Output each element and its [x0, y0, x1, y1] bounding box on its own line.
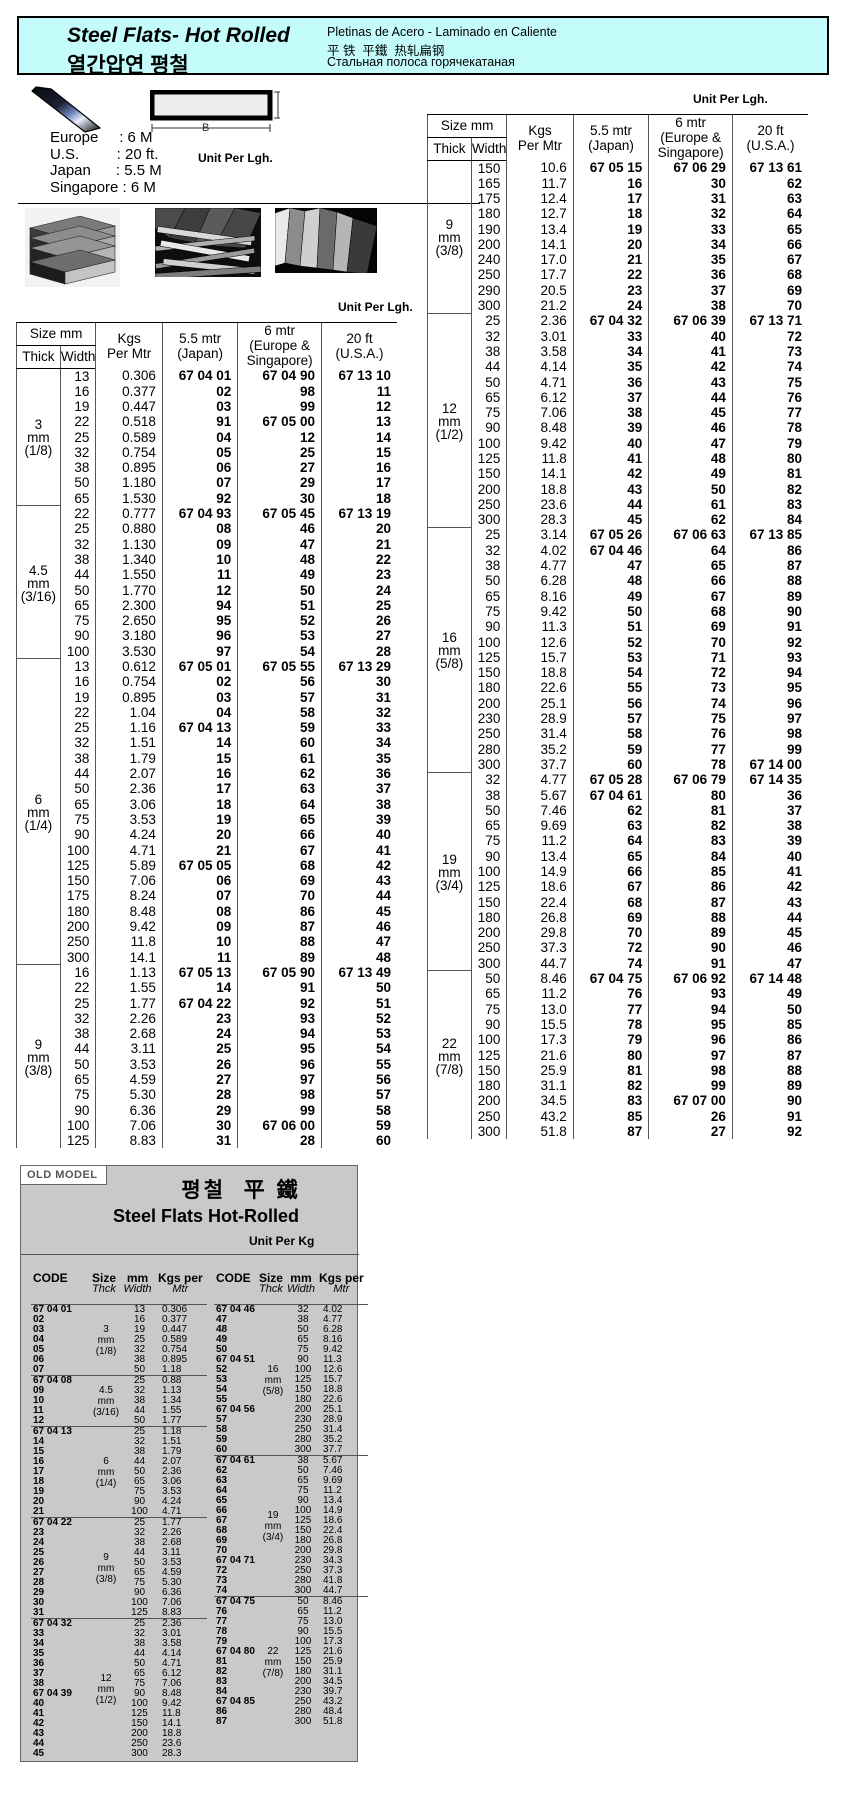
svg-text:B: B	[202, 122, 209, 134]
